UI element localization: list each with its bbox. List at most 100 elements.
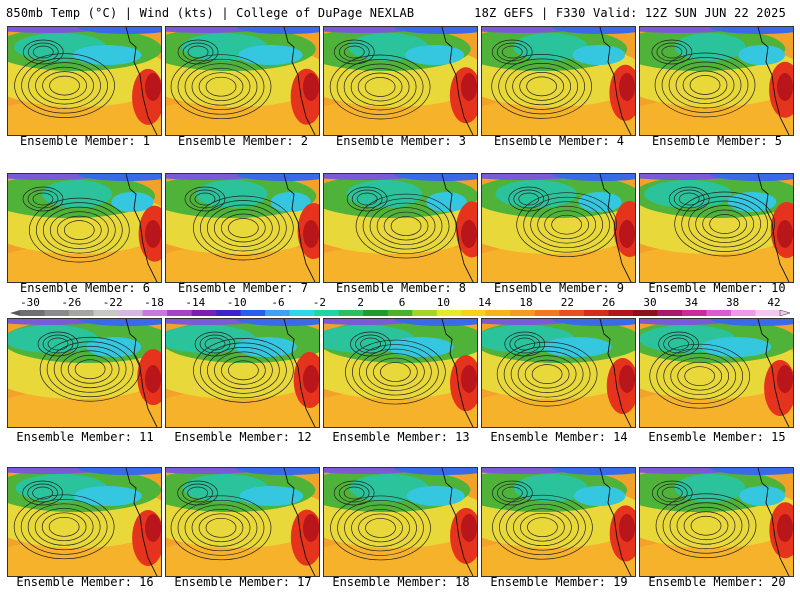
contour-ring — [360, 337, 381, 351]
ensemble-member-map — [7, 26, 162, 136]
contour-ring — [35, 66, 94, 105]
contour-ring — [362, 198, 450, 254]
temperature-map — [640, 468, 793, 576]
contour-lines — [170, 39, 272, 120]
contour-ring — [491, 480, 533, 506]
heat-core — [461, 220, 477, 248]
contour-ring — [689, 75, 721, 95]
colorbar-tick-label: -10 — [227, 296, 247, 309]
colorbar-right-arrow — [779, 309, 791, 317]
subtropical-band — [482, 389, 635, 427]
contour-lines — [193, 331, 294, 403]
colorbar-segment — [485, 310, 511, 316]
contour-ring — [343, 486, 365, 500]
contour-ring — [47, 337, 69, 351]
contour-ring — [329, 54, 431, 120]
cold-pool — [195, 180, 268, 208]
ensemble-member-label: Ensemble Member: 7 — [177, 281, 309, 295]
contour-ring — [654, 52, 756, 118]
ensemble-member-map — [323, 26, 478, 136]
contour-ring — [352, 344, 439, 400]
contour-ring — [670, 357, 730, 396]
contour-ring — [60, 350, 120, 389]
heat-core — [777, 73, 793, 101]
contour-ring — [510, 350, 584, 398]
contour-ring — [690, 515, 722, 536]
contour-ring — [177, 39, 219, 65]
heat-core — [777, 365, 793, 393]
heat-core — [619, 220, 635, 248]
ensemble-member-label: Ensemble Member: 15 — [648, 430, 786, 444]
contour-ring — [524, 359, 570, 389]
ensemble-member-map — [639, 318, 794, 428]
contour-ring — [184, 186, 226, 212]
colorbar-tick-label: 10 — [437, 296, 450, 309]
arctic-strip — [552, 468, 635, 475]
coastline — [599, 468, 632, 576]
contour-ring — [669, 502, 743, 550]
colorbar-segment — [461, 310, 487, 316]
contour-ring — [343, 45, 365, 59]
cold-pool — [387, 337, 454, 357]
contour-ring — [380, 362, 411, 382]
ensemble-member-map — [7, 467, 162, 577]
colorbar-segment — [142, 310, 168, 316]
contour-ring — [46, 341, 134, 398]
heat-core — [145, 73, 161, 101]
contour-ring — [170, 495, 272, 561]
colorbar-segment — [314, 310, 340, 316]
heat-core — [777, 514, 793, 542]
cold-pool — [644, 180, 732, 208]
coastline — [441, 468, 474, 576]
colorbar-segment — [706, 310, 732, 316]
contour-ring — [509, 334, 541, 354]
colorbar-segment — [93, 310, 119, 316]
contour-ring — [501, 45, 523, 59]
ensemble-member-map — [323, 173, 478, 283]
heat-core — [303, 73, 319, 101]
subtropical-band — [324, 389, 477, 427]
contour-ring — [53, 345, 127, 393]
contour-ring — [27, 42, 59, 62]
contour-ring — [702, 209, 748, 239]
temperature-map — [482, 27, 635, 135]
colorbar-segment — [534, 310, 560, 316]
colorbar-tick-label: -26 — [61, 296, 81, 309]
contour-ring — [668, 186, 710, 212]
ensemble-member-label: Ensemble Member: 2 — [177, 134, 309, 148]
contour-ring — [336, 59, 424, 115]
contour-ring — [673, 189, 705, 209]
contour-ring — [356, 192, 378, 206]
arctic-strip — [394, 468, 477, 475]
contour-ring — [191, 508, 251, 547]
ensemble-member-label: Ensemble Member: 20 — [648, 575, 786, 589]
arctic-strip — [78, 468, 161, 475]
contour-ring — [198, 72, 244, 102]
temperature-map — [166, 174, 319, 282]
contour-ring — [56, 215, 102, 245]
contour-ring — [364, 77, 396, 97]
contour-ring — [503, 346, 591, 402]
contour-ring — [357, 72, 403, 102]
contour-lines — [346, 186, 457, 259]
ensemble-member-map — [481, 26, 636, 136]
contour-ring — [681, 196, 769, 252]
cold-pool — [674, 33, 746, 61]
ensemble-member-map — [165, 318, 320, 428]
contour-ring — [344, 504, 417, 552]
contour-ring — [527, 517, 558, 538]
contour-ring — [498, 58, 586, 115]
cold-pool — [72, 45, 142, 65]
contour-ring — [34, 507, 94, 546]
contour-ring — [492, 494, 593, 560]
contour-ring — [74, 359, 106, 380]
temperature-map — [166, 468, 319, 576]
contour-ring — [506, 503, 579, 551]
contour-ring — [184, 504, 258, 552]
contour-ring — [365, 518, 396, 538]
contour-ring — [649, 343, 751, 409]
temperature-map — [482, 468, 635, 576]
colorbar-segment — [191, 310, 217, 316]
ensemble-member-map — [639, 26, 794, 136]
contour-ring — [526, 76, 558, 97]
